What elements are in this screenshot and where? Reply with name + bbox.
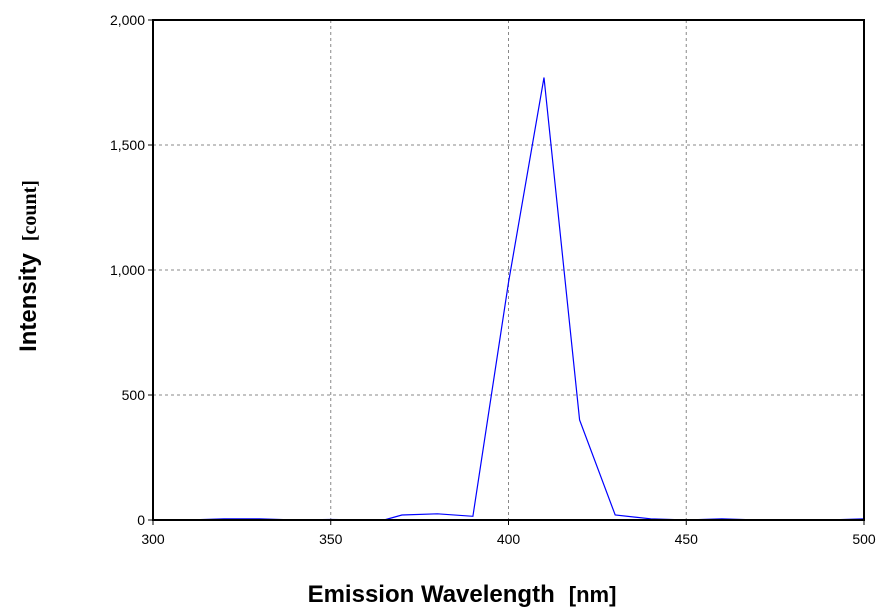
y-tick-label: 2,000 bbox=[110, 12, 145, 28]
grid-lines bbox=[153, 20, 864, 520]
y-tick-label: 1,000 bbox=[110, 262, 145, 278]
y-tick-label: 500 bbox=[122, 387, 146, 403]
y-tick-label: 1,500 bbox=[110, 137, 145, 153]
x-axis-unit: [nm] bbox=[569, 582, 617, 607]
plot-frame bbox=[152, 19, 865, 521]
x-axis-title: Emission Wavelength [nm] bbox=[308, 581, 617, 608]
y-axis-label: Intensity bbox=[15, 253, 42, 352]
y-tick-label: 0 bbox=[137, 512, 145, 528]
x-tick-label: 400 bbox=[497, 531, 521, 547]
y-axis-title: Intensity [count] bbox=[15, 180, 42, 352]
y-axis-unit: [count] bbox=[19, 180, 41, 241]
x-axis-label: Emission Wavelength bbox=[308, 581, 555, 608]
tick-labels: 300 350 400 450 500 0 500 1,000 1,500 2,000 bbox=[110, 12, 876, 547]
axis-ticks bbox=[148, 19, 865, 525]
x-tick-label: 500 bbox=[852, 531, 876, 547]
x-tick-label: 450 bbox=[675, 531, 699, 547]
x-tick-label: 350 bbox=[319, 531, 343, 547]
x-tick-label: 300 bbox=[141, 531, 165, 547]
